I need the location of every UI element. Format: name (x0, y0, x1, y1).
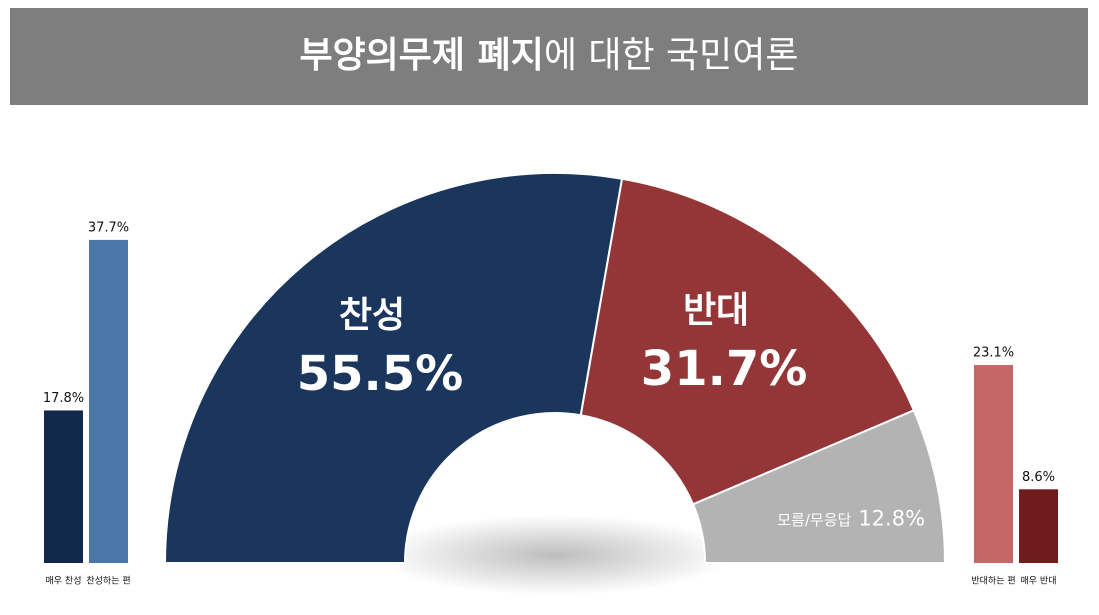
bar-category: 반대하는 편 (971, 575, 1015, 587)
segment-label: 모름/무응답 (777, 511, 851, 529)
segment-value: 31.7% (641, 341, 808, 397)
donut-segment (163, 172, 624, 564)
title-rest: 에 대한 국민여론 (544, 35, 799, 76)
bar (44, 410, 83, 563)
bar-category: 찬성하는 편 (86, 575, 130, 587)
hole-shadow (375, 515, 735, 595)
bar-value: 17.8% (43, 391, 84, 406)
segment-value: 12.8% (858, 507, 925, 531)
chart-title: 부양의무제 폐지에 대한 국민여론 (299, 35, 798, 76)
segment-value: 55.5% (297, 346, 464, 402)
bar-category: 매우 반대 (1021, 576, 1057, 587)
donut-segment (691, 409, 947, 564)
bar-value: 8.6% (1022, 470, 1055, 485)
title-strong: 부양의무제 폐지 (299, 35, 543, 76)
donut-segment (579, 177, 916, 506)
segment-label: 찬성 (339, 295, 405, 336)
bar (974, 365, 1013, 563)
bar-category: 매우 찬성 (46, 576, 82, 587)
bar-value: 23.1% (973, 346, 1014, 361)
segment-label: 반대 (683, 290, 749, 331)
bar (89, 239, 128, 563)
title-bar (10, 8, 1088, 105)
bar (1019, 489, 1058, 563)
bar-value: 37.7% (88, 220, 129, 235)
